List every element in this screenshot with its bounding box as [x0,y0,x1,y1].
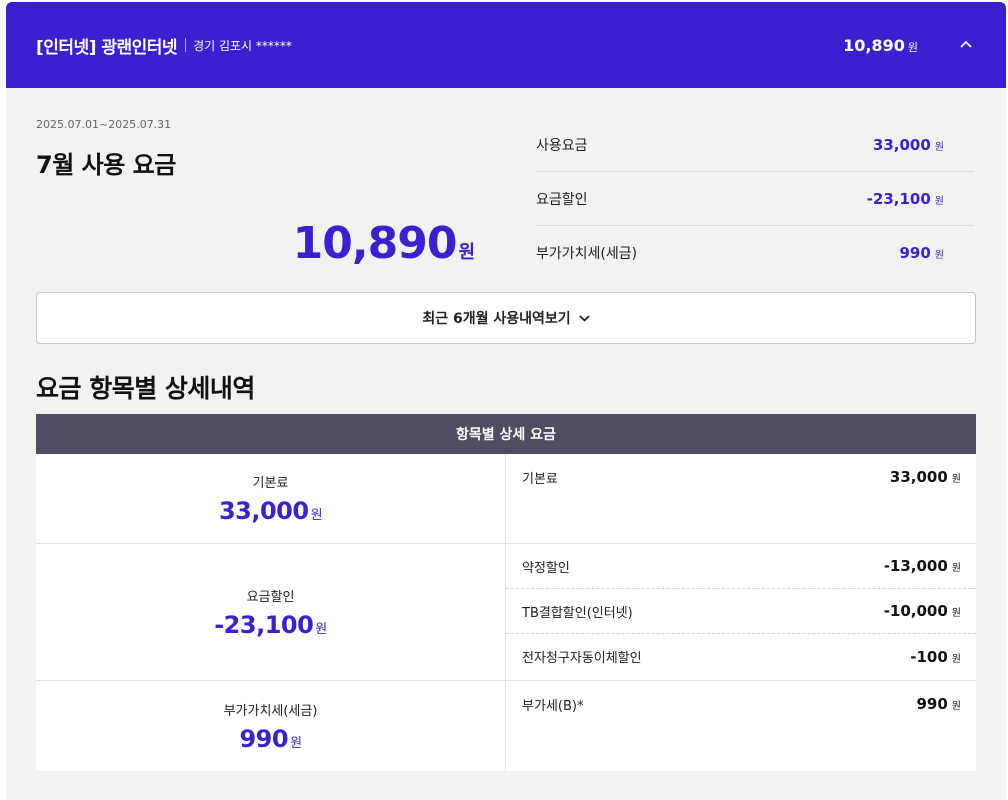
billing-period: 2025.07.01~2025.07.31 [36,118,172,131]
detail-group-discount: 요금할인 -23,100 원 약정할인 -13,000 원 TB결합할인(인터넷) … [36,544,976,681]
header-divider [185,38,187,52]
detail-item-unit: 원 [951,653,961,665]
detail-item-unit: 원 [951,701,961,712]
group-total-value: 33,000 [218,497,309,525]
detail-item-name: 약정할인 [522,560,570,576]
detail-section-title: 요금 항목별 상세내역 [36,374,255,403]
group-summary: 기본료 33,000 원 [36,454,506,543]
header-amount-unit: 원 [907,40,918,54]
detail-item-value: 33,000 원 [890,468,961,486]
breakdown-label: 부가가치세(세금) [536,246,638,262]
breakdown-amount: 33,000 [872,135,931,154]
detail-item-name: 부가세(B)* [522,699,584,714]
detail-item-name: 전자청구자동이체할인 [522,651,642,666]
breakdown-value: 33,000 원 [873,136,944,154]
breakdown-amount: -23,100 [866,189,931,208]
month-title: 7월 사용 요금 [36,151,176,179]
detail-item-amount: 33,000 [889,468,948,486]
bill-panel: [인터넷] 광랜인터넷 경기 김포시 ****** 10,890 원 2025.0… [6,2,1006,800]
group-total: -23,100 원 [214,611,327,639]
detail-item: 약정할인 -13,000 원 [506,544,976,589]
breakdown-label: 사용요금 [536,137,588,154]
breakdown-row: 사용요금 33,000 원 [536,118,974,172]
header-amount-value: 10,890 [843,35,905,55]
detail-item-name: TB결합할인(인터넷) [522,605,633,621]
group-summary: 부가가치세(세금) 990 원 [36,681,506,771]
detail-item-unit: 원 [951,608,961,619]
bill-header[interactable]: [인터넷] 광랜인터넷 경기 김포시 ****** 10,890 원 [6,2,1006,88]
detail-item-value: 990 원 [916,695,961,713]
detail-item-unit: 원 [951,563,961,574]
group-label: 기본료 [252,476,289,491]
detail-item-name: 기본료 [522,472,558,487]
breakdown-unit: 원 [934,141,944,153]
breakdown-value: -23,100 원 [867,190,944,208]
detail-table: 항목별 상세 요금 기본료 33,000 원 기본료 33,000 원 요금할인 -… [36,414,976,771]
total-amount-unit: 원 [458,242,475,263]
service-title: [인터넷] 광랜인터넷 [36,37,178,58]
group-label: 요금할인 [246,589,295,605]
group-items: 약정할인 -13,000 원 TB결합할인(인터넷) -10,000 원 전자청구자… [506,544,976,680]
chevron-up-icon[interactable] [958,36,974,52]
breakdown-row: 요금할인 -23,100 원 [536,172,974,226]
group-total-unit: 원 [315,621,327,637]
detail-item: TB결합할인(인터넷) -10,000 원 [506,589,976,634]
group-summary: 요금할인 -23,100 원 [36,544,506,680]
detail-item-value: -13,000 원 [884,557,961,575]
detail-table-header: 항목별 상세 요금 [36,414,976,454]
service-region: 경기 김포시 ****** [193,38,292,53]
detail-item-unit: 원 [951,474,961,485]
total-amount-value: 10,890 [292,218,458,269]
breakdown-row: 부가가치세(세금) 990 원 [536,226,974,280]
detail-group-basic: 기본료 33,000 원 기본료 33,000 원 [36,454,976,544]
breakdown-unit: 원 [934,250,944,261]
detail-item: 부가세(B)* 990 원 [506,681,976,771]
breakdown-label: 요금할인 [536,191,588,208]
breakdown-unit: 원 [934,195,944,207]
breakdown-value: 990 원 [899,244,944,262]
group-total-value: -23,100 [214,610,314,639]
group-total: 990 원 [239,724,302,753]
detail-item-value: -10,000 원 [884,602,961,620]
breakdown-amount: 990 [899,244,931,262]
group-total-unit: 원 [290,735,302,751]
header-amount: 10,890 원 [843,36,918,55]
group-items: 기본료 33,000 원 [506,454,976,543]
detail-group-vat: 부가가치세(세금) 990 원 부가세(B)* 990 원 [36,681,976,771]
group-total: 33,000 원 [218,497,323,525]
group-items: 부가세(B)* 990 원 [506,681,976,771]
detail-item: 기본료 33,000 원 [506,454,976,543]
group-label: 부가가치세(세금) [223,703,318,719]
charge-breakdown: 사용요금 33,000 원 요금할인 -23,100 원 부가가치세(세금) 990… [536,118,974,280]
detail-item-amount: -100 [910,647,948,666]
total-amount: 10,890 원 [293,222,475,266]
chevron-down-icon [579,314,590,322]
detail-item-amount: 990 [916,695,948,713]
detail-item-amount: -13,000 [883,557,948,575]
recent-history-label: 최근 6개월 사용내역보기 [422,311,571,327]
detail-item: 전자청구자동이체할인 -100 원 [506,634,976,679]
detail-item-value: -100 원 [910,648,961,666]
group-total-value: 990 [239,724,289,753]
group-total-unit: 원 [310,508,323,523]
recent-history-button[interactable]: 최근 6개월 사용내역보기 [36,292,976,344]
detail-item-amount: -10,000 [883,602,948,620]
